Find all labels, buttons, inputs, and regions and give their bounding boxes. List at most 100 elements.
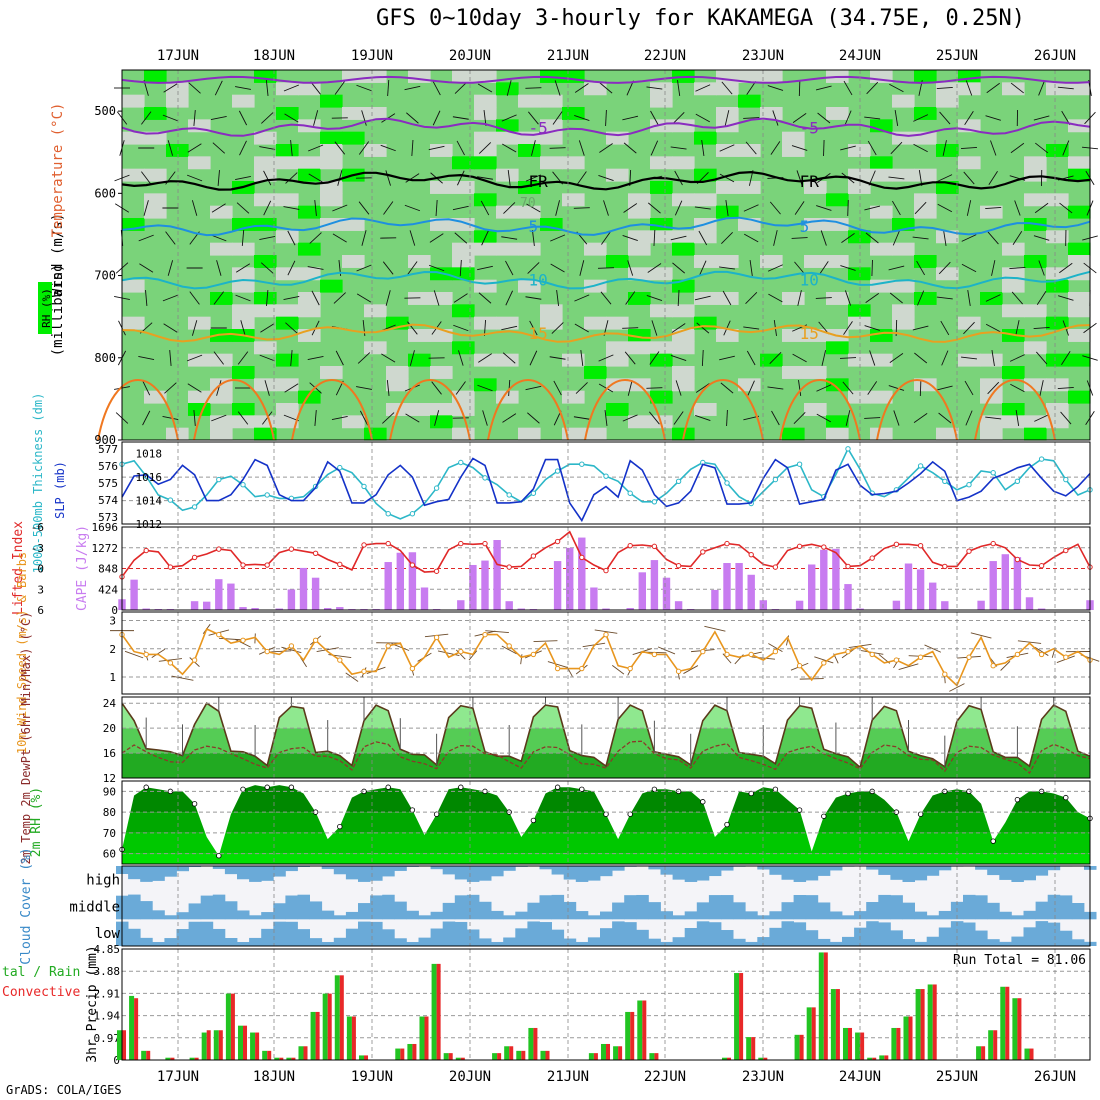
- wind-barb: [527, 262, 540, 274]
- wind-barb: [961, 263, 977, 273]
- li-tick: 3: [37, 583, 44, 596]
- wind-barb: [452, 205, 469, 211]
- lifted-index-point: [796, 543, 803, 550]
- wind-barb: [1015, 320, 1020, 336]
- rh-cell: [1046, 279, 1069, 293]
- precip-conv-bar: [593, 1053, 598, 1060]
- rh-cell: [694, 193, 717, 207]
- rh-cell: [914, 70, 937, 83]
- temp-tick: 24: [103, 697, 117, 710]
- wind-barb: [287, 260, 296, 276]
- wind-barb: [694, 295, 711, 301]
- cloud-cell: [1011, 866, 1024, 882]
- wind-barb: [578, 140, 585, 156]
- wind-barb: [719, 266, 735, 270]
- rh-cell: [870, 329, 893, 342]
- wind-barb: [503, 202, 516, 214]
- cloud-cell: [672, 915, 686, 920]
- wind-barb: [816, 205, 832, 211]
- rh-cell: [870, 427, 893, 441]
- cloud-cell: [321, 941, 335, 946]
- cloud-cell: [575, 941, 589, 946]
- rh-cell: [364, 427, 387, 441]
- rh-point: [337, 823, 343, 830]
- cloud-cell: [987, 902, 1000, 920]
- cloud-cell: [1023, 866, 1036, 881]
- wind-barb: [985, 323, 1001, 333]
- cloud-cell: [926, 915, 940, 920]
- rh-cell: [1024, 156, 1047, 170]
- wind-barb: [259, 236, 276, 240]
- rh-cell: [826, 255, 849, 268]
- cloud-cell: [866, 902, 879, 920]
- rh-cell: [518, 279, 541, 293]
- wind-barb: [888, 385, 905, 391]
- cloud-cell: [551, 929, 565, 946]
- wind-barb: [743, 233, 759, 243]
- wind-barb: [477, 384, 493, 392]
- precip-total-bar: [1012, 998, 1018, 1060]
- precip-total-bar: [746, 1037, 752, 1060]
- precip-conv-bar: [811, 1007, 816, 1060]
- thickness-point: [990, 470, 996, 476]
- precip-total-bar: [1024, 1048, 1030, 1060]
- precip-conv-bar: [400, 1048, 405, 1060]
- wind-barb: [235, 86, 251, 90]
- wind-barb: [1000, 660, 1011, 671]
- rh-cell: [144, 70, 167, 83]
- cloud-cell: [164, 866, 177, 877]
- lifted-index-point: [482, 540, 488, 547]
- warm-contour: [389, 379, 471, 441]
- wind-speed-point: [337, 657, 343, 663]
- cloud-cell: [273, 921, 286, 946]
- wind-barb: [941, 350, 949, 366]
- wind-barb: [165, 231, 176, 245]
- cape-bar: [626, 608, 634, 610]
- wind-barb: [283, 84, 299, 92]
- rh-cell: [738, 144, 761, 157]
- rh-cell: [1068, 168, 1091, 182]
- rh-cell: [254, 304, 277, 318]
- wind-barb: [553, 380, 562, 396]
- slp-tick: 1014: [136, 495, 163, 508]
- wind-barb: [623, 142, 637, 154]
- cloud-cell: [479, 866, 492, 881]
- wind-speed-point: [409, 665, 416, 672]
- wind-barb: [139, 263, 154, 273]
- wind-barb: [843, 321, 853, 335]
- rh-cell: [430, 366, 453, 379]
- precip-total-bar: [528, 1027, 534, 1060]
- cloud-cell: [902, 866, 915, 882]
- cloud-cell: [176, 929, 189, 946]
- wind-barb: [696, 322, 710, 334]
- rh-cell: [320, 181, 343, 194]
- wind-barb: [721, 232, 733, 244]
- wind-barb: [767, 85, 784, 91]
- wind-barb: [963, 171, 975, 185]
- warm-contour: [584, 379, 666, 441]
- ylabel-rh: RH (%): [40, 288, 53, 328]
- wind-barb: [871, 259, 873, 277]
- cloud-row-label: middle: [69, 899, 120, 915]
- rh-cell: [298, 205, 321, 219]
- rh-point: [796, 807, 803, 813]
- wind-barb: [431, 381, 442, 395]
- cloud-cell: [297, 929, 310, 946]
- wind-barb: [844, 110, 852, 126]
- isotherm-label: FR: [800, 172, 820, 191]
- rh-point: [143, 784, 149, 790]
- rh-cell: [210, 427, 233, 441]
- date-label-top: 17JUN: [157, 48, 199, 64]
- wind-barb: [649, 351, 660, 365]
- rh-cell: [650, 94, 673, 108]
- wind-tick: 2: [109, 643, 116, 656]
- precip-conv-bar: [799, 1034, 804, 1060]
- rh-band: [122, 853, 1090, 864]
- precip-conv-bar: [932, 984, 937, 1060]
- wind-barb: [1057, 386, 1074, 390]
- wind-barb: [719, 173, 735, 183]
- precip-total-bar: [346, 1016, 352, 1060]
- wind-speed-point: [772, 648, 779, 655]
- wind-barb: [912, 325, 929, 331]
- cape-bar: [1001, 554, 1010, 610]
